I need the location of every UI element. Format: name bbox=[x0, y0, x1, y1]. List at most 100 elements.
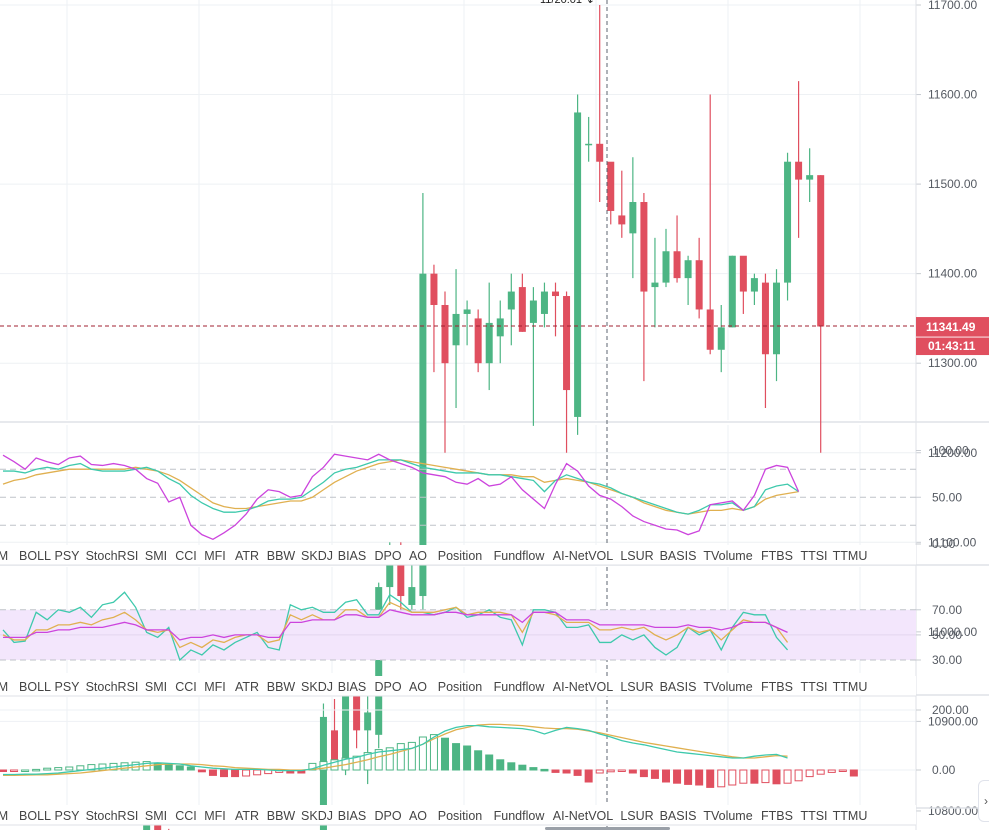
candle[interactable] bbox=[607, 161, 615, 225]
candle[interactable] bbox=[441, 291, 449, 453]
last-price-badge bbox=[916, 317, 989, 356]
candle-body bbox=[574, 112, 582, 417]
candle[interactable] bbox=[552, 282, 559, 337]
macd-bar bbox=[650, 769, 659, 779]
macd-bar bbox=[750, 769, 759, 784]
candle[interactable] bbox=[485, 282, 493, 391]
candle[interactable] bbox=[375, 582, 383, 749]
candle[interactable] bbox=[640, 193, 648, 382]
candle[interactable] bbox=[518, 273, 526, 332]
time-axis-label: DPO bbox=[374, 809, 401, 823]
macd-bar bbox=[32, 768, 41, 772]
macd-bar bbox=[21, 769, 30, 772]
candle-body bbox=[386, 551, 394, 588]
candle[interactable] bbox=[507, 273, 515, 346]
macd-bar bbox=[330, 759, 339, 771]
macd-bar bbox=[794, 769, 803, 782]
candle-body bbox=[795, 161, 803, 180]
candle-body bbox=[441, 304, 449, 364]
macd-bar bbox=[407, 741, 416, 771]
crosshair-time-label: 11/20:01 ↯ bbox=[540, 0, 594, 6]
candle[interactable] bbox=[574, 94, 582, 435]
candle[interactable] bbox=[430, 264, 438, 373]
candle[interactable] bbox=[529, 287, 537, 426]
time-axis-label: SKDJ bbox=[301, 549, 333, 563]
candle[interactable] bbox=[452, 269, 460, 408]
candle-body bbox=[518, 287, 526, 332]
macd-bar bbox=[452, 743, 461, 771]
candle-body bbox=[673, 251, 681, 279]
candle-body bbox=[596, 143, 604, 162]
candle[interactable] bbox=[817, 175, 825, 453]
candle[interactable] bbox=[695, 237, 703, 319]
candle[interactable] bbox=[728, 255, 736, 328]
candle[interactable] bbox=[596, 5, 604, 203]
candle[interactable] bbox=[629, 157, 637, 279]
candle[interactable] bbox=[540, 282, 548, 328]
time-axis-label: SKDJ bbox=[301, 809, 333, 823]
candle[interactable] bbox=[496, 300, 504, 364]
last-price-value: 11341.49 bbox=[926, 320, 976, 334]
candle[interactable] bbox=[474, 309, 482, 373]
candle[interactable] bbox=[651, 237, 659, 328]
countdown-timer: 01:43:11 bbox=[928, 339, 976, 353]
macd-bar bbox=[474, 750, 483, 771]
candle[interactable] bbox=[585, 116, 593, 162]
time-axis-label: TTMU bbox=[833, 680, 868, 694]
candle-body bbox=[419, 273, 427, 597]
time-axis-label: BIAS bbox=[338, 809, 367, 823]
candle[interactable] bbox=[750, 273, 758, 305]
macd-bar bbox=[463, 745, 472, 771]
candle-body bbox=[629, 202, 637, 234]
macd-bar bbox=[363, 752, 372, 771]
candle[interactable] bbox=[784, 152, 792, 301]
candle[interactable] bbox=[761, 273, 769, 408]
macd-bar bbox=[728, 769, 737, 786]
macd-bar bbox=[673, 769, 682, 784]
expand-panel-button[interactable]: › bbox=[978, 780, 989, 822]
macd-bar bbox=[540, 768, 549, 772]
time-axis-label: Position bbox=[438, 680, 483, 694]
candle-body bbox=[695, 260, 703, 310]
macd-bar bbox=[485, 754, 494, 771]
candle[interactable] bbox=[319, 703, 327, 835]
macd-bar bbox=[617, 769, 626, 772]
macd-bar bbox=[849, 769, 858, 777]
time-axis-label: Fundflow bbox=[494, 680, 546, 694]
candle-body bbox=[585, 143, 593, 146]
candle[interactable] bbox=[662, 228, 670, 288]
time-axis-label: SMI bbox=[145, 809, 167, 823]
time-axis-label: StochRSI bbox=[86, 809, 139, 823]
candle-body bbox=[806, 175, 814, 180]
candle[interactable] bbox=[795, 81, 803, 238]
macd-bar bbox=[76, 765, 85, 771]
time-axis-label: MFI bbox=[204, 680, 226, 694]
candle[interactable] bbox=[739, 255, 747, 314]
time-axis-label: BASIS bbox=[660, 549, 697, 563]
indicator-axis-label: 100.00 bbox=[932, 444, 969, 458]
candle[interactable] bbox=[563, 291, 571, 453]
time-axis-label: BBW bbox=[267, 549, 296, 563]
candle[interactable] bbox=[806, 148, 814, 203]
macd-bar bbox=[242, 769, 251, 777]
macd-bar bbox=[595, 769, 604, 774]
candle[interactable] bbox=[463, 300, 471, 346]
candle[interactable] bbox=[364, 694, 372, 785]
candle[interactable] bbox=[773, 269, 780, 382]
macd-bar bbox=[783, 769, 792, 784]
macd-bar bbox=[717, 769, 726, 788]
candle[interactable] bbox=[684, 255, 692, 305]
candle[interactable] bbox=[673, 215, 681, 283]
candle[interactable] bbox=[618, 170, 626, 238]
candle[interactable] bbox=[717, 304, 725, 373]
macd-bar bbox=[186, 766, 195, 771]
time-axis-label: TTSI bbox=[800, 809, 827, 823]
indicator-axis-label: 30.00 bbox=[932, 653, 962, 667]
time-scrollbar[interactable] bbox=[545, 827, 670, 830]
candle[interactable] bbox=[419, 193, 427, 614]
macd-bar bbox=[562, 769, 571, 774]
candle-body bbox=[717, 327, 725, 350]
candle[interactable] bbox=[706, 94, 714, 355]
